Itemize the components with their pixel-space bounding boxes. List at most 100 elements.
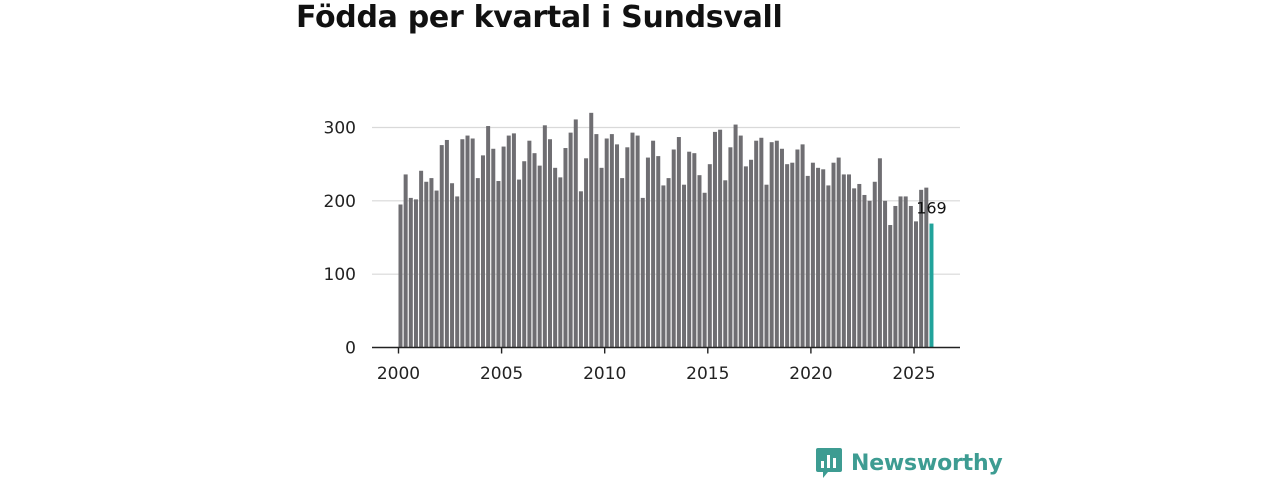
bar xyxy=(790,162,795,348)
bar xyxy=(578,191,583,348)
bar xyxy=(919,189,924,348)
bar xyxy=(620,178,625,348)
bar xyxy=(651,140,656,348)
bar xyxy=(759,137,764,348)
last-bar-value-label: 169 xyxy=(916,199,947,218)
bar xyxy=(661,185,666,348)
bar xyxy=(439,145,444,348)
brand-name: Newsworthy xyxy=(851,450,1003,476)
bar xyxy=(702,192,707,348)
bar xyxy=(888,225,893,348)
bar xyxy=(707,164,712,348)
bar xyxy=(630,132,635,348)
bar xyxy=(615,144,620,348)
bar xyxy=(831,162,836,348)
bar xyxy=(682,184,687,348)
bar xyxy=(764,184,769,348)
axes xyxy=(372,346,960,354)
bar xyxy=(470,138,475,348)
bar xyxy=(506,135,511,348)
bar xyxy=(656,156,661,348)
bar xyxy=(517,179,522,348)
bar xyxy=(398,204,403,348)
x-tick-label: 2025 xyxy=(892,364,935,384)
bar xyxy=(563,148,568,348)
bar xyxy=(795,149,800,348)
bar xyxy=(810,162,815,348)
bar xyxy=(898,196,903,348)
bar xyxy=(424,181,429,348)
bar xyxy=(434,190,439,348)
bar xyxy=(491,148,496,348)
bar-highlight xyxy=(929,223,934,348)
bar xyxy=(893,205,898,348)
bar xyxy=(733,124,738,348)
bar xyxy=(548,139,552,348)
y-tick-labels: 0 100 200 300 xyxy=(324,119,356,359)
bar xyxy=(537,165,542,348)
bar xyxy=(816,167,821,348)
y-tick-label: 200 xyxy=(324,192,356,212)
bar xyxy=(666,178,671,348)
bar xyxy=(718,129,723,348)
newsworthy-logo-icon xyxy=(816,448,842,478)
bar xyxy=(749,159,754,348)
bar xyxy=(852,188,857,348)
bar xyxy=(723,180,728,348)
bar xyxy=(609,134,614,348)
bar xyxy=(908,205,913,348)
bar xyxy=(883,200,888,348)
bar xyxy=(403,174,408,348)
bar xyxy=(779,148,784,348)
bar xyxy=(558,177,563,348)
bar xyxy=(419,170,424,348)
bar xyxy=(599,167,604,348)
bar xyxy=(769,142,774,348)
bar xyxy=(774,140,779,348)
bar xyxy=(594,134,599,348)
bar xyxy=(527,140,532,348)
x-tick-label: 2020 xyxy=(789,364,832,384)
bar-series xyxy=(398,112,934,348)
bar xyxy=(687,151,692,348)
bar xyxy=(846,174,851,348)
bar xyxy=(805,175,810,348)
bar xyxy=(542,125,547,348)
y-tick-label: 100 xyxy=(324,265,356,285)
bar xyxy=(496,181,501,348)
bar xyxy=(465,135,470,348)
bar xyxy=(728,147,733,348)
bar xyxy=(501,146,506,348)
newsworthy-logo[interactable]: Newsworthy xyxy=(815,446,1003,480)
gridlines xyxy=(372,126,960,275)
bar xyxy=(429,178,434,348)
bar xyxy=(460,139,465,348)
x-tick-label: 2005 xyxy=(480,364,523,384)
bar xyxy=(553,167,558,348)
bar xyxy=(841,174,846,348)
bar xyxy=(604,138,609,348)
bar xyxy=(857,183,862,348)
bar xyxy=(836,157,841,348)
bar xyxy=(872,181,877,348)
bar xyxy=(480,155,485,348)
bar xyxy=(867,200,872,348)
bar xyxy=(712,131,717,348)
bar xyxy=(785,164,790,348)
bar xyxy=(754,140,759,348)
bar xyxy=(692,153,697,348)
x-tick-label: 2000 xyxy=(377,364,420,384)
bar xyxy=(862,194,867,348)
bar xyxy=(738,135,743,348)
bar xyxy=(455,196,460,348)
bar xyxy=(511,133,516,348)
bar xyxy=(584,158,589,348)
bar xyxy=(640,197,645,348)
bar xyxy=(821,169,826,348)
bar xyxy=(676,137,681,348)
bar xyxy=(914,221,918,348)
bar xyxy=(573,119,578,348)
bar xyxy=(697,175,702,348)
chart-title: Födda per kvartal i Sundsvall xyxy=(296,0,783,35)
